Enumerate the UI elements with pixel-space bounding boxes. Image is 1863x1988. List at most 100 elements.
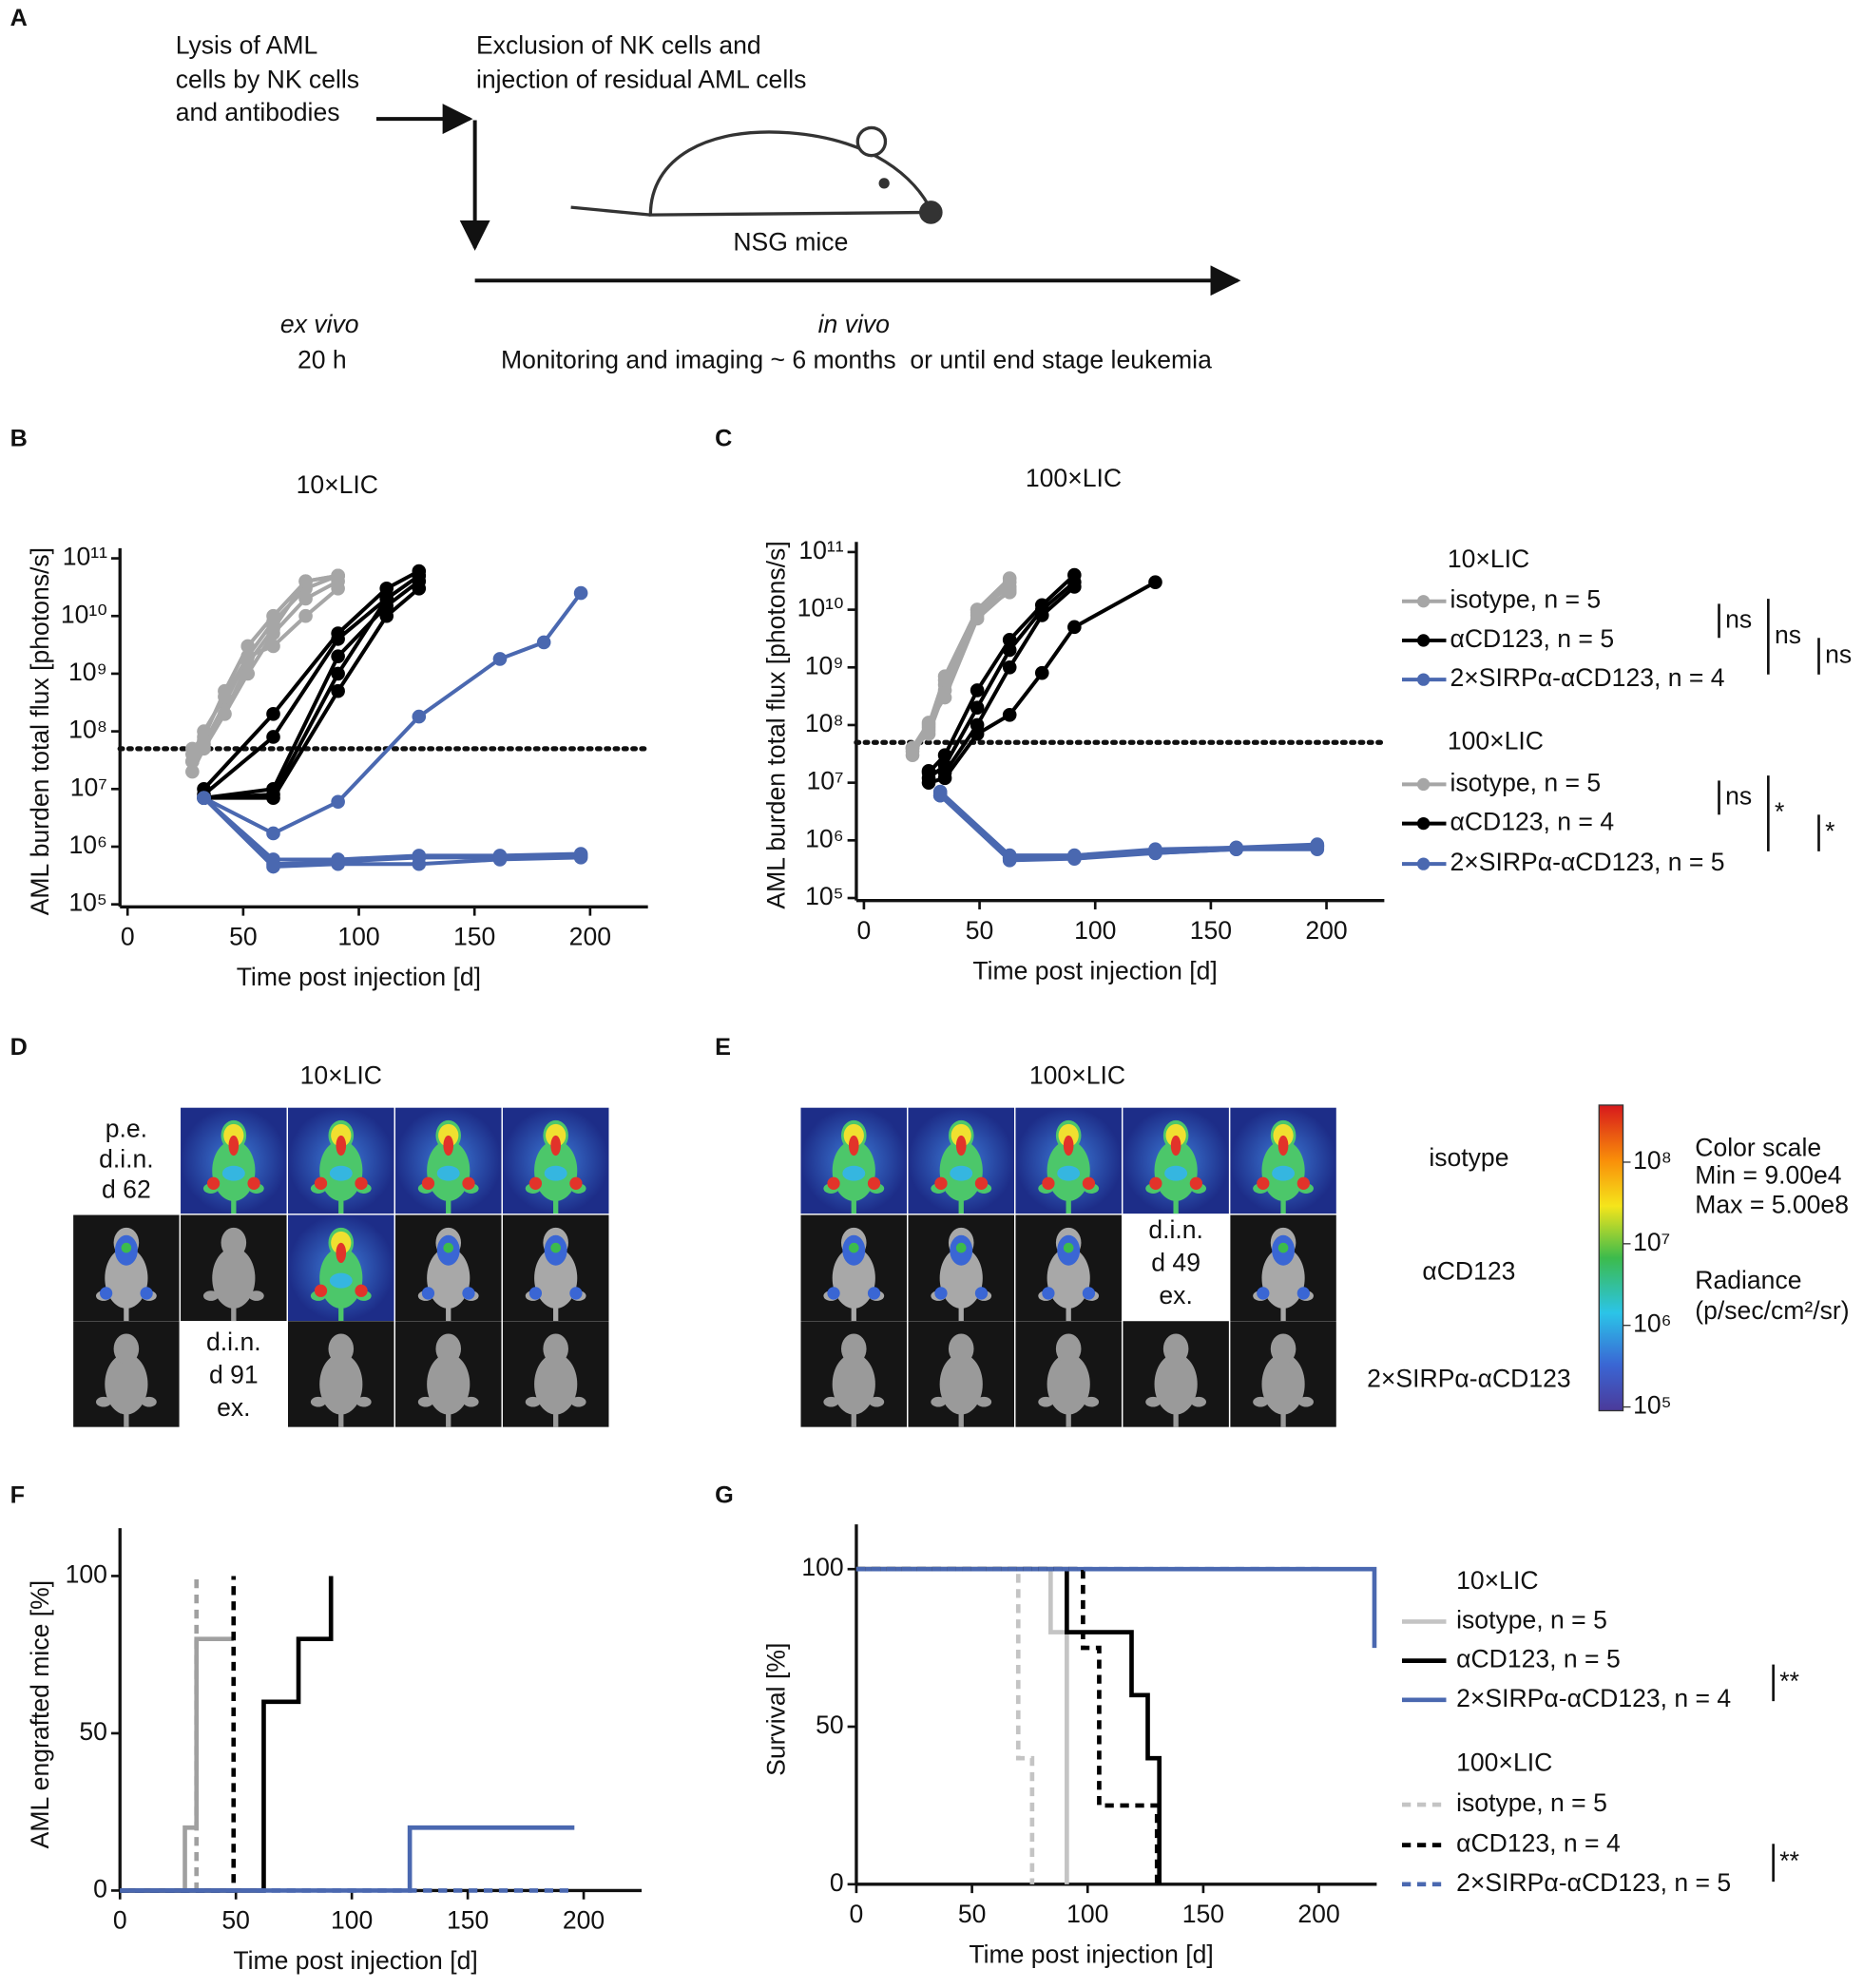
- data-point: [573, 847, 588, 861]
- significance-label: ns: [1825, 640, 1852, 669]
- data-point: [331, 683, 345, 698]
- y-tick-label: 10⁸: [805, 709, 844, 737]
- data-point: [298, 591, 313, 606]
- diagram-text: 20 h: [298, 345, 347, 373]
- significance-label: *: [1825, 817, 1834, 846]
- significance-label: *: [1775, 797, 1784, 826]
- x-tick-label: 0: [113, 1906, 127, 1935]
- chart-title: 10×LIC: [297, 470, 378, 499]
- data-point: [492, 849, 508, 863]
- x-tick-label: 100: [337, 923, 379, 951]
- image-note: d 49: [1151, 1248, 1200, 1276]
- data-point: [921, 763, 936, 778]
- panel-label: E: [715, 1034, 731, 1061]
- data-point: [218, 707, 232, 721]
- data-point: [240, 656, 256, 671]
- mouse-line: [202, 796, 582, 870]
- y-tick-label: 0: [830, 1868, 844, 1897]
- x-tick-label: 200: [1305, 916, 1347, 945]
- data-point: [921, 775, 936, 790]
- data-point: [1148, 844, 1162, 858]
- diagram-text: cells by NK cells: [176, 65, 359, 93]
- y-tick-label: 100: [66, 1559, 107, 1588]
- x-tick-label: 150: [453, 923, 495, 951]
- x-tick-label: 150: [1182, 1900, 1224, 1928]
- legend-label: αCD123, n = 5: [1456, 1645, 1621, 1673]
- image-note: d 62: [102, 1175, 151, 1203]
- step-line: [120, 1825, 575, 1893]
- legend-label: isotype, n = 5: [1450, 585, 1601, 614]
- y-tick-label: 10¹⁰: [797, 594, 844, 622]
- data-point: [331, 852, 345, 867]
- legend-marker: [1416, 634, 1431, 647]
- colorbar-text: Color scale: [1695, 1133, 1821, 1161]
- panel-title: 10×LIC: [300, 1061, 382, 1090]
- legend-title: 10×LIC: [1448, 545, 1529, 573]
- data-point: [412, 849, 427, 863]
- x-tick-label: 100: [1074, 916, 1116, 945]
- data-point: [937, 690, 952, 705]
- legend-label: 2×SIRPα-αCD123, n = 5: [1450, 848, 1724, 876]
- panel-label: D: [10, 1034, 28, 1061]
- data-point: [185, 764, 200, 779]
- x-tick-label: 200: [569, 923, 611, 951]
- data-point: [970, 683, 985, 698]
- legend-label: isotype, n = 5: [1450, 768, 1601, 796]
- legend-marker: [1416, 595, 1431, 608]
- data-point: [932, 788, 948, 803]
- y-tick-label: 10¹¹: [63, 543, 107, 571]
- y-axis-label: AML burden total flux [photons/s]: [762, 541, 791, 908]
- diagram-text: Monitoring and imaging ~ 6 months or unt…: [501, 345, 1212, 373]
- diagram-text: injection of residual AML cells: [476, 65, 806, 93]
- data-point: [536, 635, 551, 650]
- panel-label: F: [10, 1482, 25, 1509]
- mouse-icon: [570, 125, 943, 224]
- step-line: [855, 1566, 1069, 1884]
- colorbar-text: (p/sec/cm²/sr): [1695, 1296, 1849, 1325]
- x-tick-label: 150: [1190, 916, 1232, 945]
- data-point: [1002, 851, 1017, 866]
- data-point: [412, 709, 427, 724]
- y-tick-label: 10⁷: [806, 767, 843, 795]
- data-point: [1067, 851, 1082, 865]
- data-point: [197, 791, 211, 805]
- colorbar-text: Max = 5.00e8: [1695, 1190, 1849, 1218]
- legend-title: 100×LIC: [1456, 1749, 1552, 1777]
- legend-marker: [1416, 673, 1431, 686]
- x-axis-label: Time post injection [d]: [237, 963, 481, 991]
- y-tick-label: 10⁹: [68, 658, 107, 686]
- data-point: [1067, 580, 1082, 594]
- data-point: [970, 727, 985, 741]
- image-note: p.e.: [106, 1115, 147, 1143]
- step-line: [855, 1566, 1160, 1884]
- x-tick-label: 200: [563, 1906, 605, 1935]
- panel-title: 100×LIC: [1029, 1061, 1125, 1090]
- legend-label: 2×SIRPα-αCD123, n = 5: [1456, 1868, 1731, 1897]
- x-axis-label: Time post injection [d]: [233, 1946, 477, 1975]
- image-note: ex.: [217, 1393, 250, 1422]
- y-axis-label: AML burden total flux [photons/s]: [26, 547, 54, 915]
- chart-title: 100×LIC: [1026, 464, 1122, 492]
- data-point: [1002, 707, 1017, 722]
- data-point: [1148, 575, 1162, 589]
- legend-label: αCD123, n = 4: [1450, 808, 1614, 836]
- x-axis-label: Time post injection [d]: [972, 956, 1217, 984]
- colorbar: [1598, 1104, 1624, 1412]
- colorbar-label: 10⁷: [1633, 1228, 1670, 1256]
- image-note: d.i.n.: [1148, 1215, 1203, 1244]
- data-point: [937, 771, 952, 786]
- data-point: [492, 652, 508, 666]
- row-label: isotype: [1429, 1143, 1508, 1172]
- legend-title: 100×LIC: [1448, 727, 1544, 755]
- y-tick-label: 0: [93, 1874, 107, 1902]
- x-tick-label: 0: [857, 916, 872, 945]
- step-line: [120, 1576, 237, 1893]
- data-point: [331, 632, 345, 646]
- data-point: [1002, 659, 1017, 675]
- y-tick-label: 10⁵: [68, 889, 107, 917]
- image-note: ex.: [1159, 1281, 1192, 1309]
- data-point: [1229, 841, 1243, 856]
- data-point: [298, 574, 313, 589]
- y-tick-label: 10⁷: [70, 773, 107, 801]
